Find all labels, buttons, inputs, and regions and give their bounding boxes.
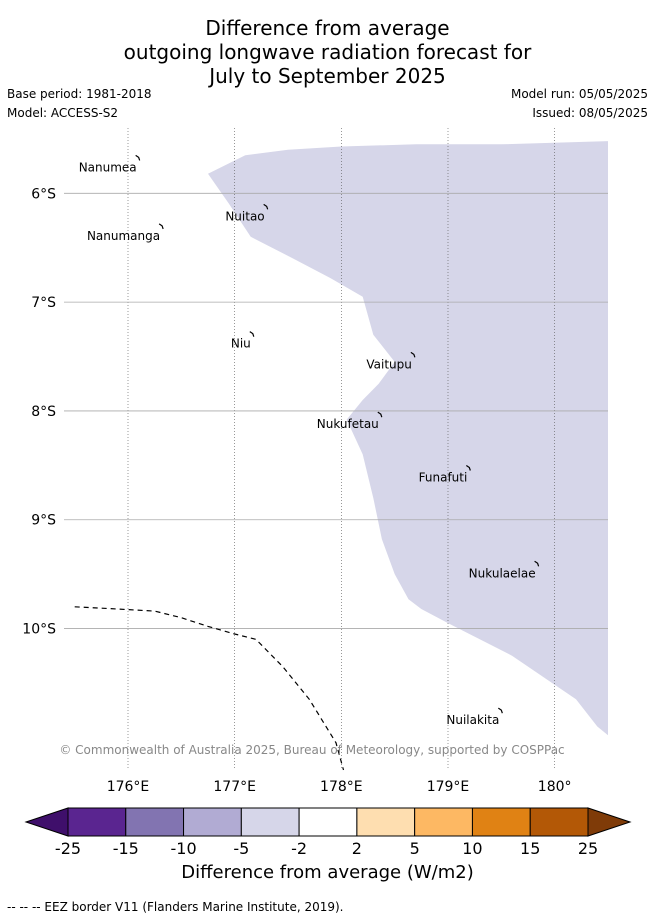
colorbar-segment (471, 807, 531, 837)
colorbar-segment (183, 807, 242, 837)
island-coastline (135, 154, 141, 161)
colorbar-tick-label: 2 (352, 839, 362, 858)
issued-label: Issued: 08/05/2025 (532, 106, 648, 120)
island-coastline (158, 223, 164, 230)
island-label: Vaitupu (366, 357, 412, 371)
colorbar-segment (414, 807, 473, 837)
lon-tick-label: 177°E (213, 779, 256, 795)
eez-border-line (74, 606, 345, 771)
island-coastline (410, 351, 416, 358)
lon-tick-label: 179°E (427, 779, 470, 795)
colorbar-tick-label: -2 (291, 839, 307, 858)
title-line-3: July to September 2025 (209, 64, 446, 88)
colorbar-extend-low (24, 807, 69, 837)
model-label: Model: ACCESS-S2 (7, 106, 119, 120)
base-period-label: Base period: 1981-2018 (7, 87, 152, 101)
colorbar-segment (240, 807, 300, 837)
colorbar-segment (67, 807, 127, 837)
colorbar-segment (356, 807, 416, 837)
lat-tick-label: 9°S (31, 513, 56, 529)
colorbar-segment (529, 807, 589, 837)
title-line-1: Difference from average (205, 16, 450, 40)
anomaly-region (208, 141, 608, 736)
island-label: Nuilakita (446, 713, 499, 727)
island-label: Nukulaelae (469, 566, 536, 580)
chart-title: Difference from average outgoing longwav… (0, 16, 655, 88)
colorbar-tick-label: -10 (170, 839, 196, 858)
colorbar-tick-label: 25 (578, 839, 598, 858)
lat-tick-label: 8°S (31, 404, 56, 420)
lat-tick-label: 7°S (31, 295, 56, 311)
model-run-label: Model run: 05/05/2025 (510, 87, 648, 101)
colorbar-tick-label: 5 (410, 839, 420, 858)
colorbar-segment (298, 807, 358, 837)
colorbar-segment (125, 807, 185, 837)
island-coastline (263, 203, 269, 210)
island-label: Nukufetau (317, 417, 379, 431)
island-coastline (466, 464, 471, 471)
island-label: Nanumea (79, 160, 137, 174)
colorbar-tick-label: -5 (233, 839, 249, 858)
colorbar-tick-label: -15 (113, 839, 139, 858)
colorbar-tick-label: 15 (520, 839, 540, 858)
colorbar-extend-high (587, 807, 632, 837)
island-coastline (534, 560, 540, 567)
eez-footnote: -- -- -- EEZ border V11 (Flanders Marine… (7, 900, 344, 914)
lon-tick-label: 178°E (320, 779, 363, 795)
lon-tick-label: 176°E (107, 779, 150, 795)
island-coastline (377, 411, 383, 418)
island-coastline (249, 331, 255, 337)
lat-tick-label: 10°S (22, 622, 56, 638)
lat-tick-label: 6°S (31, 186, 56, 202)
island-label: Niu (231, 337, 251, 351)
island-label: Nuitao (225, 209, 264, 223)
title-line-2: outgoing longwave radiation forecast for (123, 40, 532, 64)
colorbar-title: Difference from average (W/m2) (181, 862, 474, 883)
colorbar-tick-label: 10 (462, 839, 482, 858)
lon-tick-label: 180° (538, 779, 572, 795)
colorbar-tick-label: -25 (55, 839, 81, 858)
copyright-notice: © Commonwealth of Australia 2025, Bureau… (59, 743, 564, 757)
island-label: Funafuti (419, 470, 468, 484)
island-coastline (498, 707, 503, 714)
island-label: Nanumanga (87, 229, 160, 243)
